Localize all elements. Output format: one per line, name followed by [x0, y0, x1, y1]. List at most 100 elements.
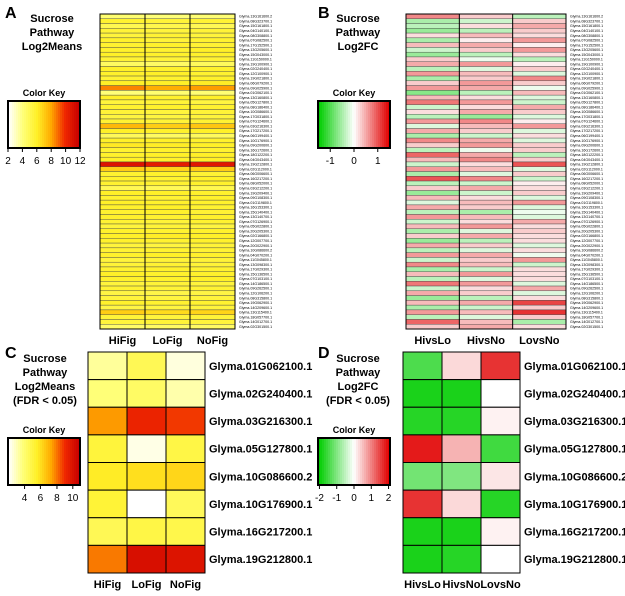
heatmap-row-label: Glyma.14G209600.1	[239, 306, 272, 310]
color-key-gradient-step	[374, 438, 377, 485]
heatmap-row-label: Glyma.13G161600.2	[570, 15, 603, 19]
heatmap-cell	[99, 61, 146, 67]
color-key-gradient-step	[376, 438, 379, 485]
heatmap-cell	[405, 257, 460, 263]
heatmap-row-label: Glyma.01G119800.1	[570, 201, 603, 205]
color-key-title: Color Key	[23, 425, 66, 435]
color-key-gradient-step	[330, 438, 333, 485]
heatmap-cell	[512, 85, 567, 91]
heatmap-row-label: Glyma.02G240400.1	[570, 67, 603, 71]
color-key-frame	[7, 100, 81, 149]
panel-letter-d: D	[318, 345, 330, 362]
heatmap-cell	[99, 228, 146, 234]
heatmap-cell	[459, 147, 513, 153]
heatmap-cell	[144, 80, 191, 86]
heatmap-row-label: Glyma.15G161800.1	[570, 24, 603, 28]
heatmap-row-label: Glyma.17G031800.1	[239, 115, 272, 119]
heatmap-cell	[189, 66, 236, 72]
color-key-gradient-step	[22, 438, 25, 485]
heatmap-cell	[459, 314, 513, 320]
color-key-gradient-step	[352, 101, 355, 148]
heatmap-cell	[459, 204, 513, 210]
heatmap-cell	[405, 56, 460, 62]
heatmap-cell	[402, 406, 443, 436]
heatmap-row-label: Glyma.16G153300.1	[239, 206, 272, 210]
color-key-gradient-step	[12, 101, 15, 148]
heatmap-cell	[459, 247, 513, 253]
heatmap-cell	[189, 276, 236, 282]
heatmap-row-label: Glyma.07G124600.1	[570, 120, 603, 124]
heatmap-row-label: Glyma.08G052000.1	[239, 182, 272, 186]
heatmap-cell	[459, 324, 513, 330]
heatmap-cell	[189, 190, 236, 196]
heatmap-row-label: Glyma.13G098300.1	[570, 263, 603, 267]
heatmap-cell	[144, 142, 191, 148]
heatmap-row-label: Glyma.13G098300.1	[239, 263, 272, 267]
heatmap-cell	[144, 271, 191, 277]
color-key-gradient-step	[36, 438, 39, 485]
heatmap-row-label: Glyma.10G176900.1	[524, 499, 625, 511]
heatmap-row-label: Glyma.13G161600.2	[239, 15, 272, 19]
color-key-gradient-step	[348, 101, 351, 148]
color-key-gradient-step	[26, 438, 29, 485]
heatmap-cell	[189, 123, 236, 129]
heatmap-row-label: Glyma.01G119800.1	[239, 201, 272, 205]
color-key-gradient-step	[42, 438, 45, 485]
color-key-gradient-step	[352, 438, 355, 485]
heatmap-cell	[189, 176, 236, 182]
heatmap-cell	[405, 300, 460, 306]
heatmap-cell	[99, 166, 146, 172]
heatmap-cell	[87, 434, 128, 463]
heatmap-cell	[87, 351, 128, 381]
color-key-gradient-step	[374, 101, 377, 148]
heatmap-cell	[459, 13, 513, 19]
color-key-gradient-step	[376, 101, 379, 148]
heatmap-cell	[405, 304, 460, 311]
heatmap-cell	[144, 13, 191, 19]
color-key-gradient-step	[362, 101, 365, 148]
heatmap-cell	[402, 517, 443, 546]
color-key-gradient-step	[32, 438, 35, 485]
heatmap-cell	[189, 209, 236, 215]
color-key-gradient-step	[360, 438, 363, 485]
heatmap-cell	[512, 114, 567, 120]
color-key-gradient-step	[70, 438, 73, 485]
heatmap-cell	[99, 324, 146, 330]
heatmap-cell	[189, 204, 236, 210]
color-key-gradient-step	[60, 438, 63, 485]
heatmap-cell	[405, 295, 460, 301]
heatmap-cell	[99, 42, 146, 48]
heatmap-cell	[144, 314, 191, 320]
heatmap-row-label: Glyma.07G103100.1	[239, 277, 272, 281]
heatmap-row-label: Glyma.07G126900.1	[570, 220, 603, 224]
heatmap-cell	[405, 204, 460, 210]
heatmap-row-label: Glyma.09G262500.1	[239, 287, 272, 291]
color-key-gradient-step	[362, 438, 365, 485]
heatmap-row-label: Glyma.14G209600.1	[570, 306, 603, 310]
heatmap-row-label: Glyma.19G021800.1	[570, 77, 603, 81]
color-key-gradient-step	[332, 101, 335, 148]
heatmap-cell	[405, 104, 460, 110]
heatmap-cell	[459, 285, 513, 292]
heatmap-cell	[402, 379, 443, 408]
heatmap-row-label: Glyma.07G103100.1	[570, 277, 603, 281]
heatmap-row-label: Glyma.12G100900.1	[239, 72, 272, 76]
heatmap-row-label: Glyma.12G106200.1	[239, 292, 272, 296]
heatmap-cell	[512, 133, 567, 139]
heatmap-cell	[144, 247, 191, 253]
color-key-gradient-step	[384, 101, 387, 148]
color-key-gradient-step	[24, 101, 27, 148]
heatmap-cell	[144, 180, 191, 187]
heatmap-cell	[99, 133, 146, 139]
heatmap-cell	[405, 309, 460, 315]
heatmap-cell	[189, 80, 236, 86]
heatmap-cell	[512, 204, 567, 210]
color-key-tick-label: 2	[5, 156, 11, 167]
heatmap-cell	[459, 300, 513, 306]
heatmap-cell	[99, 233, 146, 239]
heatmap-cell	[512, 276, 567, 282]
heatmap-cell	[512, 80, 567, 86]
heatmap-cell	[459, 171, 513, 177]
heatmap-row-label: Glyma.08G315800.1	[239, 296, 272, 300]
color-key-gradient-step	[340, 101, 343, 148]
